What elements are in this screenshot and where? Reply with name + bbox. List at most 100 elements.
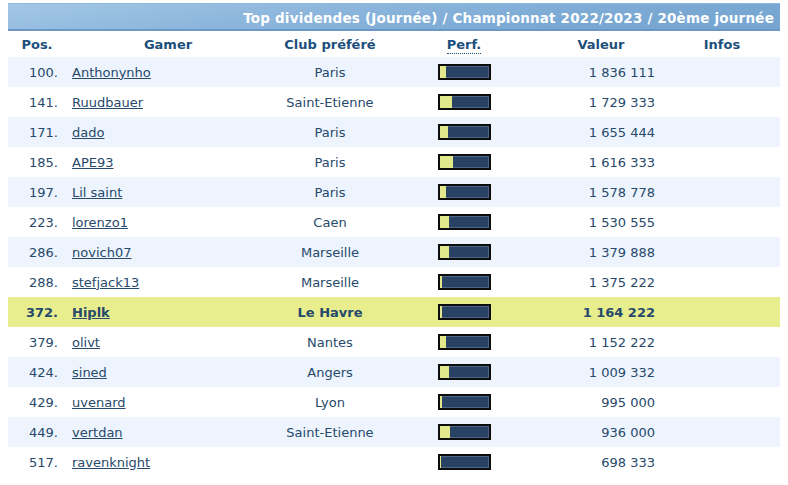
club-cell: Saint-Etienne: [270, 417, 390, 447]
perf-cell: [390, 447, 538, 477]
perf-bar-fill: [440, 216, 450, 228]
table-row: 449. vertdan Saint-Etienne 936 000: [8, 417, 780, 447]
club-cell: Nantes: [270, 327, 390, 357]
table-row: 171. dado Paris 1 655 444: [8, 117, 780, 147]
perf-bar: [438, 244, 491, 260]
position-cell: 429.: [8, 387, 66, 417]
table-body: 100. Anthonynho Paris 1 836 111 141. Ruu…: [8, 57, 780, 477]
value-cell: 1 009 332: [538, 357, 664, 387]
table-row: 288. stefjack13 Marseille 1 375 222: [8, 267, 780, 297]
position-cell: 185.: [8, 147, 66, 177]
gamer-cell: APE93: [66, 147, 270, 177]
perf-bar: [438, 154, 491, 170]
club-cell: Saint-Etienne: [270, 87, 390, 117]
gamer-cell: Lil saint: [66, 177, 270, 207]
value-cell: 1 655 444: [538, 117, 664, 147]
gamer-cell: vertdan: [66, 417, 270, 447]
infos-cell: [664, 177, 780, 207]
infos-cell: [664, 387, 780, 417]
table-row: 100. Anthonynho Paris 1 836 111: [8, 57, 780, 87]
perf-bar-fill: [440, 396, 442, 408]
perf-bar: [438, 124, 491, 140]
perf-bar: [438, 214, 491, 230]
position-cell: 372.: [8, 297, 66, 327]
position-cell: 100.: [8, 57, 66, 87]
perf-cell: [390, 117, 538, 147]
position-cell: 223.: [8, 207, 66, 237]
infos-cell: [664, 447, 780, 477]
gamer-link[interactable]: Lil saint: [72, 185, 122, 200]
panel-title-bar: Top dividendes (Journée) / Championnat 2…: [8, 3, 780, 31]
perf-cell: [390, 57, 538, 87]
table-row: 517. ravenknight 698 333: [8, 447, 780, 477]
perf-cell: [390, 147, 538, 177]
value-cell: 1 152 222: [538, 327, 664, 357]
gamer-link[interactable]: uvenard: [72, 395, 126, 410]
gamer-link[interactable]: olivt: [72, 335, 100, 350]
value-cell: 936 000: [538, 417, 664, 447]
perf-cell: [390, 177, 538, 207]
gamer-cell: lorenzo1: [66, 207, 270, 237]
perf-cell: [390, 87, 538, 117]
club-cell: Paris: [270, 117, 390, 147]
table-row: 372. Hiplk Le Havre 1 164 222: [8, 297, 780, 327]
position-cell: 286.: [8, 237, 66, 267]
infos-cell: [664, 207, 780, 237]
gamer-link[interactable]: vertdan: [72, 425, 123, 440]
infos-cell: [664, 87, 780, 117]
club-cell: Paris: [270, 177, 390, 207]
perf-bar-fill: [440, 426, 451, 438]
gamer-link[interactable]: Ruudbauer: [72, 95, 143, 110]
gamer-cell: Anthonynho: [66, 57, 270, 87]
gamer-link[interactable]: ravenknight: [72, 455, 150, 470]
gamer-link[interactable]: APE93: [72, 155, 114, 170]
value-cell: 1 578 778: [538, 177, 664, 207]
club-cell: [270, 447, 390, 477]
table-row: 141. Ruudbauer Saint-Etienne 1 729 333: [8, 87, 780, 117]
perf-bar: [438, 94, 491, 110]
table-row: 185. APE93 Paris 1 616 333: [8, 147, 780, 177]
gamer-link[interactable]: Hiplk: [72, 305, 110, 320]
perf-bar-fill: [440, 96, 452, 108]
header-pos: Pos.: [8, 31, 66, 57]
gamer-cell: ravenknight: [66, 447, 270, 477]
position-cell: 197.: [8, 177, 66, 207]
position-cell: 517.: [8, 447, 66, 477]
perf-cell: [390, 357, 538, 387]
header-perf: Perf.: [390, 31, 538, 57]
gamer-link[interactable]: lorenzo1: [72, 215, 128, 230]
perf-bar-fill: [440, 456, 442, 468]
header-infos: Infos: [664, 31, 780, 57]
position-cell: 379.: [8, 327, 66, 357]
perf-bar-fill: [440, 276, 442, 288]
gamer-cell: uvenard: [66, 387, 270, 417]
header-club: Club préféré: [270, 31, 390, 57]
position-cell: 171.: [8, 117, 66, 147]
gamer-link[interactable]: novich07: [72, 245, 131, 260]
value-cell: 1 379 888: [538, 237, 664, 267]
gamer-link[interactable]: stefjack13: [72, 275, 139, 290]
gamer-cell: Ruudbauer: [66, 87, 270, 117]
club-cell: Marseille: [270, 237, 390, 267]
position-cell: 449.: [8, 417, 66, 447]
gamer-link[interactable]: sined: [72, 365, 107, 380]
perf-bar-fill: [440, 186, 446, 198]
table-row: 286. novich07 Marseille 1 379 888: [8, 237, 780, 267]
header-valeur: Valeur: [538, 31, 664, 57]
header-gamer: Gamer: [66, 31, 270, 57]
value-cell: 1 729 333: [538, 87, 664, 117]
value-cell: 1 616 333: [538, 147, 664, 177]
perf-bar: [438, 454, 491, 470]
perf-cell: [390, 267, 538, 297]
perf-bar-fill: [440, 156, 454, 168]
perf-bar-fill: [440, 246, 450, 258]
perf-cell: [390, 327, 538, 357]
gamer-link[interactable]: Anthonynho: [72, 65, 151, 80]
gamer-link[interactable]: dado: [72, 125, 104, 140]
value-cell: 1 836 111: [538, 57, 664, 87]
value-cell: 995 000: [538, 387, 664, 417]
infos-cell: [664, 147, 780, 177]
club-cell: Lyon: [270, 387, 390, 417]
infos-cell: [664, 237, 780, 267]
perf-bar: [438, 364, 491, 380]
